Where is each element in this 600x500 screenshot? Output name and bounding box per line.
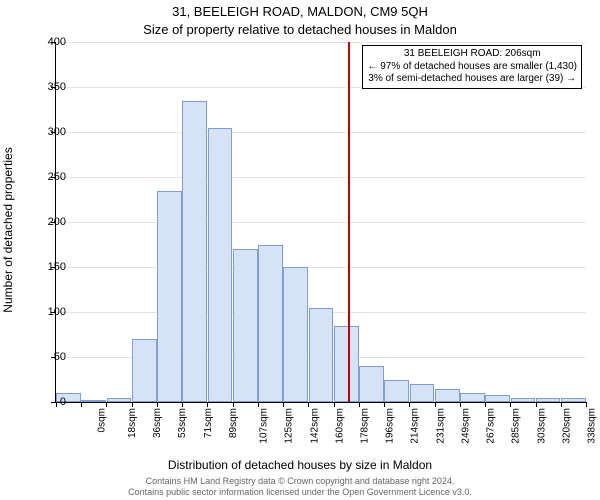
annotation-box: 31 BEELEIGH ROAD: 206sqm← 97% of detache… bbox=[362, 45, 582, 89]
chart-subtitle: Size of property relative to detached ho… bbox=[0, 22, 600, 37]
histogram-bar bbox=[283, 267, 308, 402]
xtick-label: 142sqm bbox=[309, 408, 320, 444]
histogram-bar bbox=[309, 308, 334, 403]
histogram-bar bbox=[435, 389, 460, 403]
xtick-mark bbox=[359, 402, 360, 407]
xtick-mark bbox=[106, 402, 107, 407]
footer-attribution: Contains HM Land Registry data © Crown c… bbox=[0, 476, 600, 498]
footer-line-1: Contains HM Land Registry data © Crown c… bbox=[0, 476, 600, 487]
histogram-bar bbox=[561, 398, 586, 403]
histogram-bar bbox=[132, 339, 157, 402]
xtick-label: 231sqm bbox=[435, 408, 446, 444]
xtick-label: 178sqm bbox=[360, 408, 371, 444]
annotation-line-2: ← 97% of detached houses are smaller (1,… bbox=[367, 61, 577, 74]
histogram-bar bbox=[182, 101, 207, 403]
xtick-mark bbox=[435, 402, 436, 407]
xtick-label: 267sqm bbox=[486, 408, 497, 444]
histogram-bar bbox=[485, 395, 510, 402]
histogram-bar bbox=[107, 398, 132, 403]
xtick-mark bbox=[409, 402, 410, 407]
xtick-mark bbox=[182, 402, 183, 407]
xtick-label: 71sqm bbox=[203, 408, 214, 438]
grid-line bbox=[56, 177, 586, 178]
xtick-mark bbox=[384, 402, 385, 407]
ytick-label: 100 bbox=[48, 306, 66, 318]
ytick-label: 0 bbox=[60, 396, 66, 408]
xtick-label: 214sqm bbox=[410, 408, 421, 444]
xtick-label: 320sqm bbox=[561, 408, 572, 444]
xtick-label: 18sqm bbox=[127, 408, 138, 438]
xtick-label: 285sqm bbox=[511, 408, 522, 444]
xtick-mark bbox=[233, 402, 234, 407]
xtick-mark bbox=[157, 402, 158, 407]
xtick-mark bbox=[258, 402, 259, 407]
ytick-label: 50 bbox=[54, 351, 66, 363]
grid-line bbox=[56, 267, 586, 268]
histogram-bar bbox=[208, 128, 233, 403]
histogram-bar bbox=[233, 249, 258, 402]
ytick-label: 300 bbox=[48, 126, 66, 138]
x-axis-label: Distribution of detached houses by size … bbox=[0, 458, 600, 472]
annotation-line-3: 3% of semi-detached houses are larger (3… bbox=[367, 73, 577, 86]
reference-line bbox=[348, 42, 350, 402]
xtick-label: 338sqm bbox=[587, 408, 598, 444]
xtick-mark bbox=[308, 402, 309, 407]
xtick-mark bbox=[586, 402, 587, 407]
histogram-bar bbox=[536, 398, 561, 403]
annotation-line-1: 31 BEELEIGH ROAD: 206sqm bbox=[367, 48, 577, 61]
xtick-mark bbox=[510, 402, 511, 407]
xtick-label: 160sqm bbox=[334, 408, 345, 444]
grid-line bbox=[56, 42, 586, 43]
xtick-label: 89sqm bbox=[228, 408, 239, 438]
ytick-label: 350 bbox=[48, 81, 66, 93]
xtick-label: 303sqm bbox=[536, 408, 547, 444]
histogram-bar bbox=[157, 191, 182, 403]
y-axis-label: Number of detached properties bbox=[1, 147, 15, 312]
xtick-mark bbox=[460, 402, 461, 407]
ytick-label: 250 bbox=[48, 171, 66, 183]
xtick-mark bbox=[334, 402, 335, 407]
xtick-label: 107sqm bbox=[259, 408, 270, 444]
histogram-bar bbox=[384, 380, 409, 403]
ytick-label: 400 bbox=[48, 36, 66, 48]
histogram-bar bbox=[410, 384, 435, 402]
grid-line bbox=[56, 132, 586, 133]
histogram-bar bbox=[81, 400, 106, 402]
xtick-label: 36sqm bbox=[152, 408, 163, 438]
xtick-mark bbox=[207, 402, 208, 407]
xtick-mark bbox=[485, 402, 486, 407]
histogram-plot: 31 BEELEIGH ROAD: 206sqm← 97% of detache… bbox=[55, 42, 586, 403]
xtick-mark bbox=[132, 402, 133, 407]
histogram-bar bbox=[359, 366, 384, 402]
xtick-label: 0sqm bbox=[96, 408, 107, 432]
histogram-bar bbox=[511, 398, 536, 403]
xtick-mark bbox=[56, 402, 57, 407]
xtick-label: 249sqm bbox=[461, 408, 472, 444]
xtick-mark bbox=[283, 402, 284, 407]
grid-line bbox=[56, 222, 586, 223]
histogram-bar bbox=[460, 393, 485, 402]
histogram-bar bbox=[334, 326, 359, 403]
footer-line-2: Contains public sector information licen… bbox=[0, 487, 600, 498]
xtick-mark bbox=[536, 402, 537, 407]
histogram-bar bbox=[258, 245, 283, 403]
ytick-label: 200 bbox=[48, 216, 66, 228]
address-title: 31, BEELEIGH ROAD, MALDON, CM9 5QH bbox=[0, 4, 600, 19]
xtick-mark bbox=[81, 402, 82, 407]
xtick-label: 196sqm bbox=[385, 408, 396, 444]
xtick-label: 53sqm bbox=[177, 408, 188, 438]
xtick-mark bbox=[561, 402, 562, 407]
ytick-label: 150 bbox=[48, 261, 66, 273]
xtick-label: 125sqm bbox=[284, 408, 295, 444]
